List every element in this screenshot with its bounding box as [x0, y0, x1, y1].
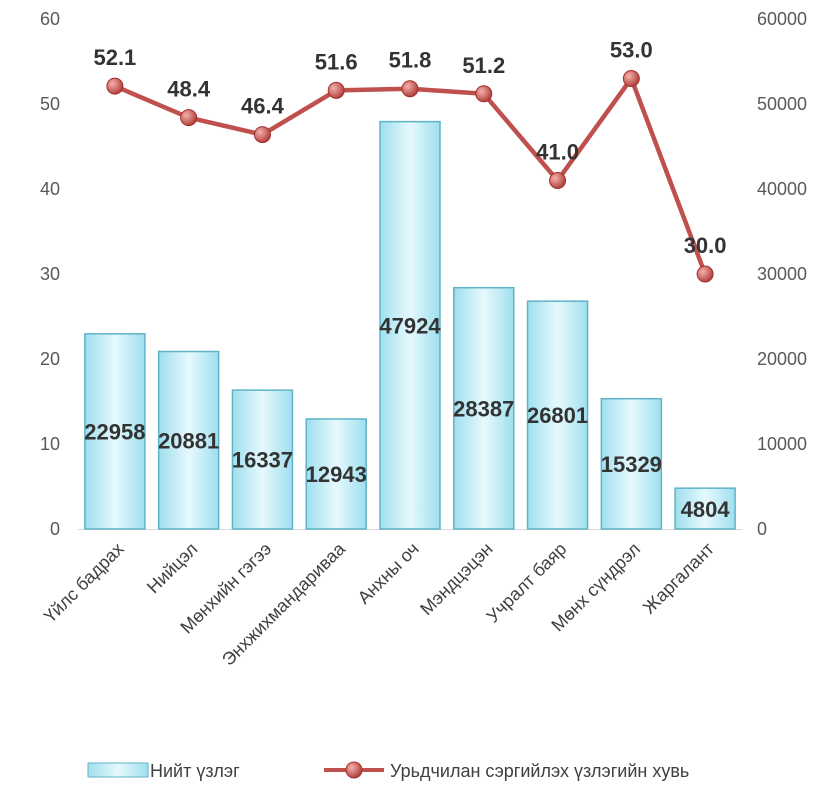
category-label: Энхжихмандариваа [218, 538, 350, 670]
bar [305, 418, 367, 530]
category-label: Жаргалант [639, 539, 718, 618]
bar [453, 286, 515, 530]
line-point [696, 265, 714, 283]
right-tick-label: 50000 [757, 94, 807, 114]
legend: Нийт үзлэг Урьдчилан сэргийлэх үзлэгийн … [87, 761, 689, 781]
line-data-labels: 52.1 48.4 46.4 51.6 51.8 51.2 41.0 53.0 30.0 [93, 38, 726, 259]
line-data-label: 48.4 [167, 77, 211, 102]
right-tick-label: 60000 [757, 9, 807, 29]
legend-line-marker [345, 761, 363, 779]
bar [379, 120, 441, 530]
bar-series [84, 120, 736, 530]
line-point [180, 109, 198, 127]
right-tick-label: 0 [757, 519, 767, 539]
bar-data-labels: 22958 20881 16337 12943 47924 28387 26801 15329… [84, 313, 730, 522]
bar [674, 487, 736, 530]
line-series [106, 70, 714, 283]
bar-data-label: 15329 [601, 452, 662, 477]
line-data-label: 52.1 [93, 45, 136, 70]
left-tick-label: 40 [40, 179, 60, 199]
line-data-label: 53.0 [610, 38, 653, 63]
line-data-label: 51.6 [315, 49, 358, 74]
line-data-label: 30.0 [684, 233, 727, 258]
category-label: Нийцэл [143, 539, 201, 597]
legend-bar-swatch [87, 762, 149, 778]
line-point [549, 172, 567, 189]
left-tick-label: 20 [40, 349, 60, 369]
right-tick-label: 40000 [757, 179, 807, 199]
category-label: Мэндцэцэн [416, 539, 496, 619]
bar [84, 333, 146, 530]
line-point [622, 70, 640, 87]
category-label: Анхны оч [354, 539, 423, 608]
line-data-label: 51.8 [389, 48, 432, 73]
left-tick-label: 50 [40, 94, 60, 114]
line-point [401, 80, 419, 98]
bar-data-label: 16337 [232, 448, 293, 473]
line-point [327, 81, 345, 99]
line-data-label: 51.2 [462, 53, 505, 78]
left-tick-label: 30 [40, 264, 60, 284]
bar-data-label: 47924 [379, 313, 441, 338]
bar [157, 350, 220, 530]
right-tick-label: 10000 [757, 434, 807, 454]
left-tick-label: 60 [40, 9, 60, 29]
bar-data-label: 20881 [158, 428, 219, 453]
right-tick-label: 30000 [757, 264, 807, 284]
category-label: Үйлс бадрах [40, 539, 128, 627]
bar-data-label: 4804 [681, 497, 731, 522]
bar [231, 389, 294, 530]
line-data-label: 41.0 [536, 140, 579, 165]
bar-data-label: 12943 [306, 462, 367, 487]
line-point [253, 126, 271, 144]
left-tick-label: 0 [50, 519, 60, 539]
line-point [475, 85, 493, 103]
legend-bar-label: Нийт үзлэг [150, 761, 240, 781]
right-y-axis: 0 10000 20000 30000 40000 50000 60000 [757, 9, 807, 539]
bar-data-label: 26801 [527, 403, 588, 428]
right-tick-label: 20000 [757, 349, 807, 369]
left-tick-label: 10 [40, 434, 60, 454]
bar-data-label: 28387 [453, 396, 514, 421]
line-point [106, 77, 124, 95]
bar [600, 397, 663, 530]
bar-data-label: 22958 [84, 419, 145, 444]
line-data-label: 46.4 [241, 94, 285, 119]
legend-line-label: Урьдчилан сэргийлэх үзлэгийн хувь [390, 761, 689, 781]
bar [526, 300, 589, 530]
